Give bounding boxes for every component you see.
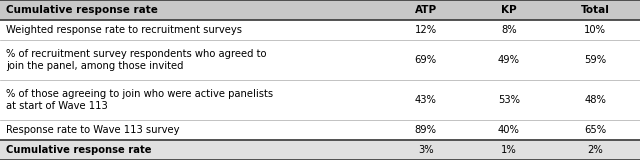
Text: 49%: 49% <box>498 55 520 65</box>
Text: Total: Total <box>580 5 610 15</box>
Text: 59%: 59% <box>584 55 606 65</box>
Text: 12%: 12% <box>415 25 436 35</box>
Text: 53%: 53% <box>498 95 520 105</box>
Bar <box>0 120 640 140</box>
Text: 65%: 65% <box>584 125 606 135</box>
Text: Response rate to Wave 113 survey: Response rate to Wave 113 survey <box>6 125 180 135</box>
Bar <box>0 140 640 160</box>
Text: 48%: 48% <box>584 95 606 105</box>
Text: ATP: ATP <box>415 5 436 15</box>
Text: Weighted response rate to recruitment surveys: Weighted response rate to recruitment su… <box>6 25 243 35</box>
Text: % of recruitment survey respondents who agreed to
join the panel, among those in: % of recruitment survey respondents who … <box>6 49 267 71</box>
Text: KP: KP <box>501 5 516 15</box>
Text: 69%: 69% <box>415 55 436 65</box>
Text: 3%: 3% <box>418 145 433 155</box>
Text: 40%: 40% <box>498 125 520 135</box>
Text: Cumulative response rate: Cumulative response rate <box>6 145 152 155</box>
Bar <box>0 40 640 80</box>
Text: 8%: 8% <box>501 25 516 35</box>
Text: 43%: 43% <box>415 95 436 105</box>
Text: 1%: 1% <box>501 145 516 155</box>
Text: 2%: 2% <box>588 145 603 155</box>
Text: 89%: 89% <box>415 125 436 135</box>
Bar <box>0 80 640 120</box>
Text: % of those agreeing to join who were active panelists
at start of Wave 113: % of those agreeing to join who were act… <box>6 89 273 111</box>
Bar <box>0 20 640 40</box>
Text: 10%: 10% <box>584 25 606 35</box>
Text: Cumulative response rate: Cumulative response rate <box>6 5 158 15</box>
Bar <box>0 0 640 20</box>
